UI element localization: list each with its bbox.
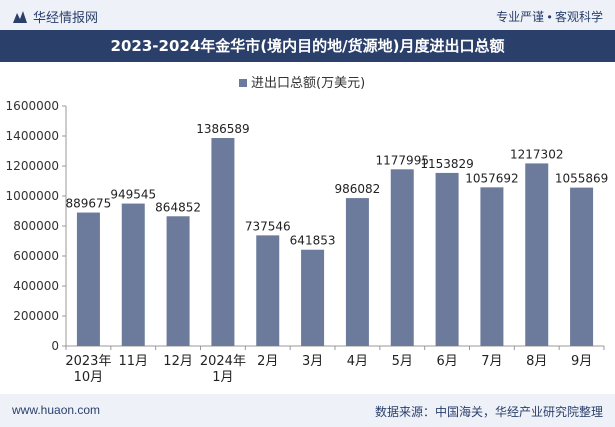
y-tick-label: 1000000 [6, 189, 59, 203]
bar [301, 249, 325, 346]
y-tick-label: 1600000 [6, 99, 59, 113]
y-tick-label: 400000 [13, 279, 59, 293]
x-tick-label: 3月 [302, 354, 323, 369]
bar-value-label: 889675 [66, 197, 112, 211]
bar-value-label: 1057692 [465, 171, 518, 185]
bar-value-label: 986082 [335, 182, 381, 196]
top-bar: 华经情报网 专业严谨 • 客观科学 [0, 0, 615, 30]
brand-name: 华经情报网 [33, 10, 99, 25]
bar-chart: 进出口总额(万美元) 0 200000 400000 600000 800000 10000… [6, 76, 609, 385]
x-tick-label: 6月 [436, 354, 457, 369]
x-tick-label: 2023年 [65, 354, 111, 369]
bar-value-label: 864852 [155, 200, 201, 214]
bar [480, 187, 504, 346]
y-tick-label: 600000 [13, 249, 59, 263]
y-tick-label: 0 [51, 339, 59, 353]
x-tick-label: 9月 [571, 354, 592, 369]
bar [166, 216, 190, 346]
footer-source: 数据来源：中国海关，华经产业研究院整理 [374, 405, 603, 419]
x-tick-label: 10月 [74, 370, 104, 385]
brand: 华经情报网 [12, 7, 98, 26]
x-tick-label: 4月 [347, 354, 368, 369]
x-tick-label: 2024年 [200, 354, 246, 369]
bar [256, 235, 280, 346]
bar [570, 187, 594, 346]
y-tick-label: 1400000 [6, 129, 59, 143]
bar-value-label: 1153829 [420, 157, 473, 171]
chart-title: 2023-2024年金华市(境内目的地/货源地)月度进出口总额 [0, 30, 615, 62]
chart-area: 进出口总额(万美元) 0 200000 400000 600000 800000 10000… [0, 62, 615, 394]
bar [390, 169, 414, 346]
y-tick-label: 1200000 [6, 159, 59, 173]
x-tick-label: 12月 [163, 354, 193, 369]
legend-swatch [239, 79, 247, 87]
bar [211, 138, 235, 346]
footer: www.huaon.com 数据来源：中国海关，华经产业研究院整理 [0, 394, 615, 427]
footer-site[interactable]: www.huaon.com [12, 403, 101, 417]
x-tick-label: 1月 [212, 370, 233, 385]
bar-value-label: 949545 [110, 188, 156, 202]
x-tick-label: 7月 [481, 354, 502, 369]
bar-value-label: 1177995 [376, 153, 429, 167]
bar-value-label: 1386589 [196, 122, 249, 136]
y-tick-label: 200000 [13, 309, 59, 323]
y-tick-label: 800000 [13, 219, 59, 233]
bar-value-label: 1217302 [510, 147, 563, 161]
x-tick-label: 11月 [118, 354, 148, 369]
bar [345, 198, 369, 346]
x-tick-label: 5月 [392, 354, 413, 369]
x-tick-label: 8月 [526, 354, 547, 369]
bar-value-label: 641853 [290, 234, 336, 248]
legend-label: 进出口总额(万美元) [251, 76, 365, 91]
brand-logo-icon [13, 10, 27, 23]
tagline: 专业严谨 • 客观科学 [496, 10, 603, 24]
bar [435, 172, 459, 346]
bar-value-label: 737546 [245, 219, 291, 233]
bar [525, 163, 549, 346]
bar [121, 203, 145, 346]
x-tick-label: 2月 [257, 354, 278, 369]
bar [76, 212, 100, 346]
bar-value-label: 1055869 [555, 172, 608, 186]
